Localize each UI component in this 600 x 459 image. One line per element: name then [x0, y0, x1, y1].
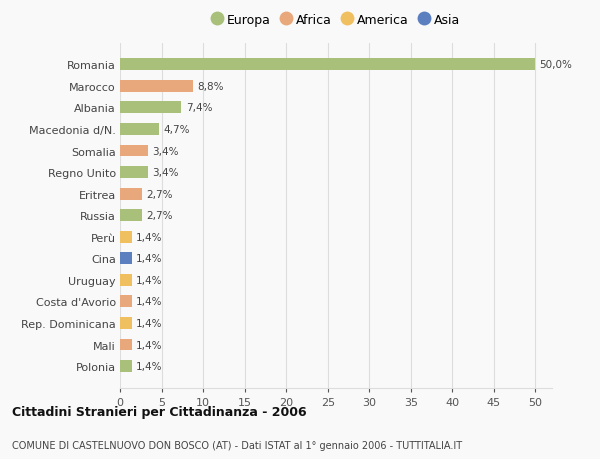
Bar: [120, 296, 131, 308]
Legend: Europa, Africa, America, Asia: Europa, Africa, America, Asia: [207, 9, 465, 32]
Text: 7,4%: 7,4%: [185, 103, 212, 113]
Text: 1,4%: 1,4%: [136, 232, 162, 242]
Text: 1,4%: 1,4%: [136, 297, 162, 307]
Text: 8,8%: 8,8%: [197, 82, 224, 92]
Bar: [120, 274, 131, 286]
Bar: [120, 59, 535, 71]
Text: 2,7%: 2,7%: [146, 189, 173, 199]
Bar: [120, 253, 131, 265]
Text: 1,4%: 1,4%: [136, 275, 162, 285]
Text: Cittadini Stranieri per Cittadinanza - 2006: Cittadini Stranieri per Cittadinanza - 2…: [12, 405, 307, 418]
Text: 1,4%: 1,4%: [136, 318, 162, 328]
Bar: [120, 81, 193, 93]
Text: 50,0%: 50,0%: [539, 60, 572, 70]
Bar: [120, 188, 142, 200]
Bar: [120, 317, 131, 329]
Bar: [120, 124, 159, 135]
Text: 3,4%: 3,4%: [152, 146, 179, 156]
Bar: [120, 360, 131, 372]
Bar: [120, 102, 181, 114]
Bar: [120, 167, 148, 179]
Bar: [120, 210, 142, 222]
Text: 1,4%: 1,4%: [136, 340, 162, 350]
Bar: [120, 339, 131, 351]
Bar: [120, 231, 131, 243]
Text: 1,4%: 1,4%: [136, 254, 162, 264]
Text: COMUNE DI CASTELNUOVO DON BOSCO (AT) - Dati ISTAT al 1° gennaio 2006 - TUTTITALI: COMUNE DI CASTELNUOVO DON BOSCO (AT) - D…: [12, 440, 462, 450]
Text: 2,7%: 2,7%: [146, 211, 173, 221]
Text: 3,4%: 3,4%: [152, 168, 179, 178]
Bar: [120, 146, 148, 157]
Text: 1,4%: 1,4%: [136, 361, 162, 371]
Text: 4,7%: 4,7%: [163, 125, 190, 134]
